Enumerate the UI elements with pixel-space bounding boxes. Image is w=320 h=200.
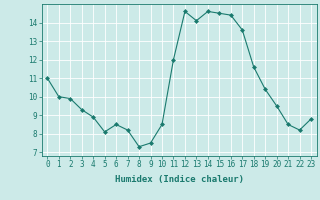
X-axis label: Humidex (Indice chaleur): Humidex (Indice chaleur)	[115, 175, 244, 184]
